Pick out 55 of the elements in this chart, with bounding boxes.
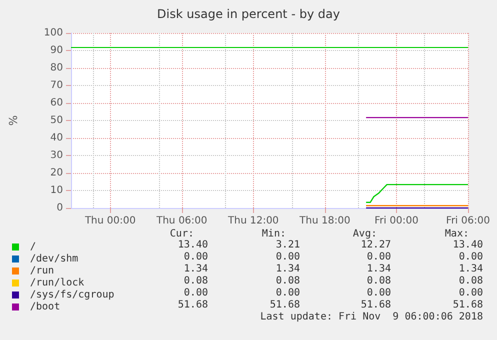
line-series (365, 184, 469, 203)
text: 0.00 (366, 252, 391, 262)
text: 1.34 (184, 264, 208, 274)
text: 1.34 (458, 264, 483, 274)
text: 13.40 (178, 240, 208, 250)
text: 13.40 (452, 240, 483, 250)
text: 0.00 (276, 252, 300, 262)
text: 0.00 (184, 252, 208, 262)
text: 1.34 (366, 264, 391, 274)
y-tick-label: 70 (50, 80, 63, 91)
y-axis-title: % (7, 115, 20, 126)
text: 0.00 (366, 288, 391, 298)
text: 51.68 (360, 300, 391, 310)
text: 0.08 (458, 276, 483, 286)
y-tick-label: 60 (50, 98, 63, 108)
y-tick-label: 20 (50, 168, 63, 178)
text: Max: (444, 228, 469, 240)
x-tick-label: Fri 06:00 (446, 216, 490, 226)
legend-label: /boot (30, 302, 60, 312)
text: 1.34 (276, 264, 300, 274)
text: Min: (262, 228, 286, 240)
x-tick-label: Thu 12:00 (227, 216, 279, 226)
text: 0.00 (458, 288, 483, 298)
y-tick-label: 50 (50, 115, 63, 126)
x-tick-label: Fri 00:00 (374, 216, 418, 226)
text: Avg: (352, 228, 377, 240)
text: 0.00 (276, 288, 300, 298)
text: 51.68 (270, 300, 300, 310)
y-tick-label: 90 (50, 45, 63, 56)
y-tick-label: 100 (44, 28, 63, 38)
chart-title: Disk usage in percent - by day (157, 7, 340, 21)
legend-label: /dev/shm (30, 254, 78, 264)
legend-label: /sys/fs/cgroup (30, 290, 114, 300)
text: 51.68 (178, 300, 208, 310)
x-tick-label: Thu 00:00 (84, 216, 136, 226)
text: 0.00 (458, 252, 483, 262)
text: 0.08 (366, 276, 391, 286)
text: 51.68 (452, 300, 483, 310)
y-tick-label: 30 (50, 150, 63, 161)
y-tick-label: 80 (50, 62, 63, 74)
text: 3.21 (276, 240, 300, 250)
text: 0.00 (184, 288, 208, 298)
text: Last update: Fri Nov 9 06:00:06 2018 (260, 312, 483, 322)
legend-label: / (30, 242, 36, 252)
text: 0.08 (276, 276, 300, 286)
text: 12.27 (360, 240, 391, 250)
y-tick-label: 40 (50, 132, 63, 144)
x-tick-label: Thu 06:00 (155, 216, 208, 226)
text: 0.08 (184, 276, 208, 286)
x-tick-label: Thu 18:00 (298, 216, 350, 226)
legend-label: /run (30, 266, 54, 276)
y-tick-label: 10 (50, 185, 63, 196)
legend-label: /run/lock (30, 278, 84, 288)
y-tick-label: 0 (56, 202, 63, 214)
text: Cur: (170, 228, 194, 240)
